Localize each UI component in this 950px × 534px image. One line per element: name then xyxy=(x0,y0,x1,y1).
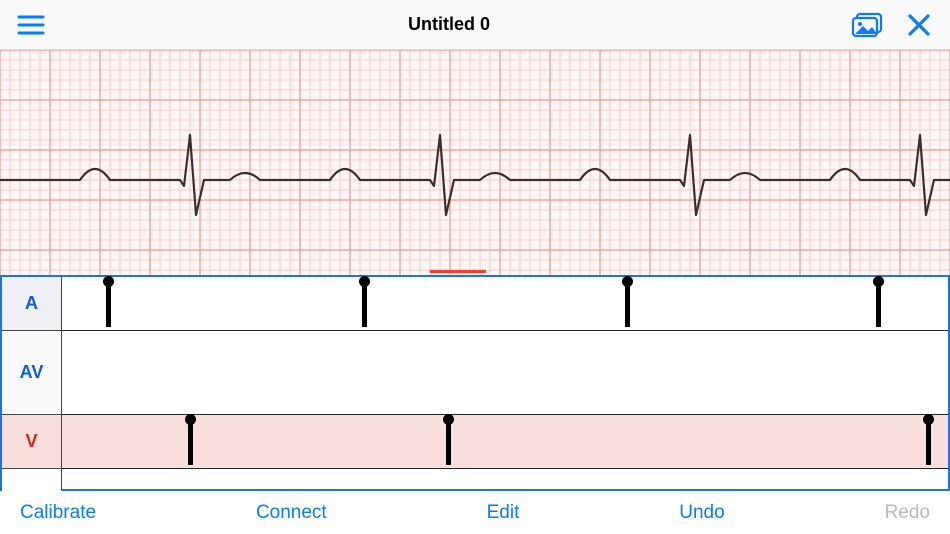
lane-blank xyxy=(62,469,948,489)
ladder-mark[interactable] xyxy=(106,283,111,327)
ecg-canvas xyxy=(0,50,950,275)
connect-button[interactable]: Connect xyxy=(256,502,327,524)
lane-a xyxy=(62,277,948,331)
close-icon xyxy=(907,13,931,37)
ladder-mark[interactable] xyxy=(188,421,193,465)
ladder-label-a: A xyxy=(2,277,61,331)
bottom-toolbar: Calibrate Connect Edit Undo Redo xyxy=(0,491,950,534)
ladder-labels: A AV V xyxy=(2,277,62,489)
hamburger-icon xyxy=(17,14,45,36)
ladder-mark[interactable] xyxy=(625,283,630,327)
close-button[interactable] xyxy=(902,8,936,42)
undo-button[interactable]: Undo xyxy=(679,502,724,524)
menu-button[interactable] xyxy=(14,8,48,42)
ladder-label-av: AV xyxy=(2,331,61,415)
image-icon xyxy=(851,12,883,38)
edit-button[interactable]: Edit xyxy=(487,502,520,524)
lane-v xyxy=(62,415,948,469)
image-button[interactable] xyxy=(850,8,884,42)
ladder-label-v: V xyxy=(2,415,61,469)
ladder-mark[interactable] xyxy=(926,421,931,465)
ecg-strip[interactable] xyxy=(0,50,950,275)
ladder-mark[interactable] xyxy=(876,283,881,327)
calibrate-button[interactable]: Calibrate xyxy=(20,502,96,524)
ladder-mark[interactable] xyxy=(446,421,451,465)
redo-button: Redo xyxy=(885,502,930,524)
top-bar: Untitled 0 xyxy=(0,0,950,50)
ladder-body[interactable] xyxy=(62,277,948,489)
ladder-diagram[interactable]: A AV V xyxy=(0,275,950,491)
document-title: Untitled 0 xyxy=(48,14,850,35)
lane-av xyxy=(62,331,948,415)
ladder-mark[interactable] xyxy=(362,283,367,327)
ladder-label-blank xyxy=(2,469,61,491)
